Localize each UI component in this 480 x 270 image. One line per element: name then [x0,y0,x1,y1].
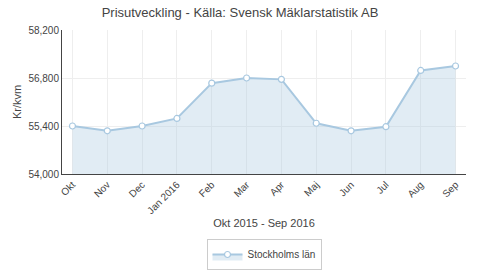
svg-text:58,200: 58,200 [28,25,59,36]
svg-text:Jan 2016: Jan 2016 [145,179,182,216]
svg-text:Okt 2015 - Sep 2016: Okt 2015 - Sep 2016 [213,217,315,229]
svg-text:Stockholms län: Stockholms län [248,249,316,260]
svg-text:55,400: 55,400 [28,121,59,132]
svg-text:Jul: Jul [374,179,391,196]
svg-text:Kr/kvm: Kr/kvm [11,85,23,119]
svg-text:Nov: Nov [92,179,112,199]
svg-text:54,000: 54,000 [28,169,59,180]
svg-text:Jun: Jun [337,179,356,198]
svg-text:Sep: Sep [440,179,461,200]
svg-text:Mar: Mar [232,179,252,199]
svg-text:Maj: Maj [302,179,321,198]
svg-text:Apr: Apr [268,179,287,198]
svg-text:Dec: Dec [127,179,147,199]
svg-text:Prisutveckling - Källa: Svensk: Prisutveckling - Källa: Svensk Mäklarsta… [102,5,379,20]
svg-text:Okt: Okt [59,179,78,198]
svg-text:Aug: Aug [405,179,425,199]
svg-text:56,800: 56,800 [28,73,59,84]
svg-text:Feb: Feb [197,179,217,199]
